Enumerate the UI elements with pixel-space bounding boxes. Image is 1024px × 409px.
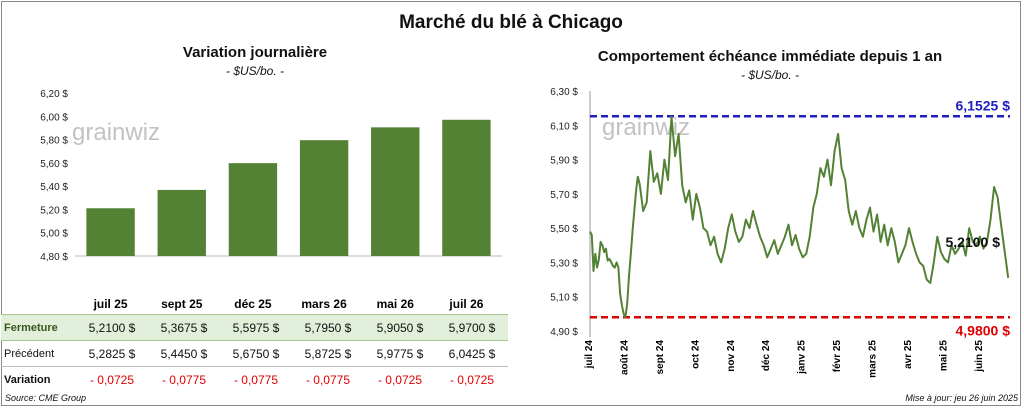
y-tick-label: 6,20 $ [40, 89, 68, 100]
y-tick-label: 5,20 $ [40, 205, 68, 216]
previous-value: 6,0425 $ [448, 346, 496, 361]
previous-value: 5,4450 $ [160, 346, 208, 361]
previous-row: Précédent 5,2825 $ 5,4450 $ 5,6750 $ 5,8… [1, 341, 508, 367]
watermark: grainwiz [602, 114, 690, 141]
close-value: 5,9050 $ [376, 320, 424, 335]
previous-value: 5,8725 $ [304, 346, 352, 361]
report-title: Marché du blé à Chicago [399, 12, 623, 33]
y-tick-label: 6,10 $ [550, 121, 578, 132]
close-row-label: Fermeture [4, 321, 58, 334]
y-tick-label: 5,40 $ [40, 182, 68, 193]
change-value: - 0,0725 [377, 372, 423, 387]
bar [157, 189, 206, 256]
y-tick-label: 6,00 $ [40, 112, 68, 123]
x-tick-label: nov 24 [726, 340, 737, 372]
x-tick-label: sept 24 [655, 340, 666, 375]
daily-prices-table: Fermeture 5,2100 $ 5,3675 $ 5,5975 $ 5,7… [1, 314, 508, 392]
update-note: Mise à jour: jeu 26 juin 2025 [905, 393, 1018, 403]
daily-chart-unit: - $US/bo. - [225, 64, 285, 78]
x-tick-label: oct 24 [690, 340, 701, 369]
x-tick-label: mars 25 [868, 340, 879, 378]
y-tick-label: 5,10 $ [550, 293, 578, 304]
history-chart-title: Comportement échéance immédiate depuis 1… [597, 48, 943, 65]
change-row: Variation - 0,0725 - 0,0775 - 0,0775 - 0… [1, 366, 508, 393]
source-note: Source: CME Group [5, 393, 87, 403]
x-tick-label: juin 25 [974, 340, 985, 373]
x-tick-label: déc 25 [234, 297, 272, 311]
bar [86, 208, 135, 256]
y-tick-label: 5,30 $ [550, 258, 578, 269]
close-value: 5,3675 $ [160, 320, 208, 335]
y-tick-label: 4,80 $ [40, 252, 68, 263]
price-series-line [589, 115, 1010, 319]
x-tick-label: mars 26 [301, 297, 347, 311]
change-value: - 0,0725 [89, 372, 135, 387]
y-tick-label: 5,80 $ [40, 136, 68, 147]
last-value-label: 5,2100 $ [946, 234, 1001, 250]
bar [371, 127, 420, 256]
change-value: - 0,0725 [449, 372, 495, 387]
x-tick-label: mai 26 [377, 297, 415, 311]
previous-value: 5,2825 $ [88, 346, 136, 361]
x-tick-label: sept 25 [161, 297, 203, 311]
x-tick-label: déc 24 [761, 340, 772, 372]
x-tick-label: févr 25 [832, 340, 843, 373]
change-value: - 0,0775 [233, 372, 279, 387]
y-tick-label: 5,60 $ [40, 159, 68, 170]
bar [228, 163, 278, 256]
previous-value: 5,6750 $ [232, 346, 280, 361]
x-tick-label: avr 25 [903, 340, 914, 369]
y-tick-label: 6,30 $ [550, 87, 578, 98]
close-row: Fermeture 5,2100 $ 5,3675 $ 5,5975 $ 5,7… [1, 314, 508, 341]
close-value: 5,5975 $ [232, 320, 280, 335]
close-value: 5,7950 $ [304, 320, 352, 335]
x-tick-label: juil 26 [448, 297, 483, 311]
y-tick-label: 4,90 $ [550, 327, 578, 338]
low-label: 4,9800 $ [956, 322, 1011, 338]
watermark: grainwiz [72, 119, 160, 146]
x-tick-label: mai 25 [938, 340, 949, 372]
history-chart-unit: - $US/bo. - [740, 68, 800, 82]
change-value: - 0,0775 [305, 372, 351, 387]
previous-row-label: Précédent [4, 347, 55, 360]
daily-chart-title: Variation journalière [182, 44, 328, 61]
change-value: - 0,0775 [161, 372, 207, 387]
daily-bar-chart: grainwiz 6,20 $ 6,00 $ 5,80 $ 5,60 $ 5,40 $ 5,… [40, 89, 502, 311]
x-tick-label: juil 24 [584, 340, 595, 370]
bar [299, 140, 349, 256]
x-tick-label: août 24 [619, 340, 630, 375]
close-value: 5,9700 $ [448, 320, 496, 335]
history-line-chart: grainwiz 6,30 $ 6,10 $ 5,90 $ 5,70 $ 5,50 $ 5,… [550, 87, 1011, 378]
bar [442, 119, 491, 257]
x-tick-label: janv 25 [797, 340, 808, 375]
x-tick-label: juil 25 [93, 297, 128, 311]
y-tick-label: 5,50 $ [550, 224, 578, 235]
y-tick-label: 5,90 $ [550, 156, 578, 167]
high-label: 6,1525 $ [956, 97, 1011, 113]
previous-value: 5,9775 $ [376, 346, 424, 361]
y-tick-label: 5,00 $ [40, 229, 68, 240]
y-tick-label: 5,70 $ [550, 190, 578, 201]
change-row-label: Variation [4, 373, 51, 386]
close-value: 5,2100 $ [88, 320, 136, 335]
